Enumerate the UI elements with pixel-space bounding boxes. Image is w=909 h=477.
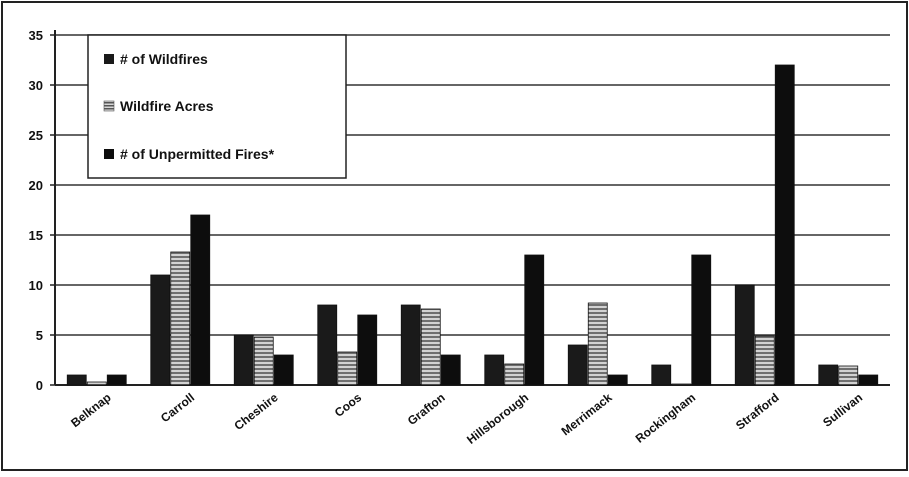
legend-box: [87, 34, 347, 179]
wildfires-bar: [400, 304, 421, 386]
wildfires-bar: [317, 304, 338, 386]
legend: # of Wildfires Wildfire Acres # of Unper…: [87, 34, 347, 179]
y-tick-label: 15: [29, 228, 43, 243]
unpermitted-bar: [691, 254, 712, 386]
y-tick-label: 20: [29, 178, 43, 193]
unpermitted-bar: [357, 314, 378, 386]
unpermitted-bar: [858, 374, 879, 386]
wildfires-bar: [734, 284, 755, 386]
wildfires-bar: [651, 364, 672, 386]
y-tick-label: 5: [36, 328, 43, 343]
unpermitted-bar: [440, 354, 461, 386]
legend-swatch-wildfires: [104, 54, 114, 64]
unpermitted-bar: [273, 354, 294, 386]
legend-label-unpermitted: # of Unpermitted Fires*: [120, 146, 275, 162]
unpermitted-bar: [524, 254, 545, 386]
unpermitted-bar: [106, 374, 127, 386]
acres-bar: [838, 365, 859, 386]
y-tick-label: 25: [29, 128, 43, 143]
acres-bar: [253, 336, 274, 386]
y-tick-label: 10: [29, 278, 43, 293]
acres-bar: [337, 351, 358, 386]
acres-bar: [671, 383, 692, 386]
wildfires-bar: [567, 344, 588, 386]
legend-swatch-unpermitted: [104, 149, 114, 159]
y-tick-label: 30: [29, 78, 43, 93]
unpermitted-bar: [607, 374, 628, 386]
acres-bar: [587, 302, 608, 386]
y-tick-label: 0: [36, 378, 43, 393]
wildfires-bar: [818, 364, 839, 386]
acres-bar: [420, 308, 441, 386]
acres-bar: [170, 251, 191, 386]
wildfires-bar: [66, 374, 87, 386]
unpermitted-bar: [190, 214, 211, 386]
legend-label-acres: Wildfire Acres: [120, 98, 214, 114]
wildfires-bar: [150, 274, 171, 386]
legend-swatch-acres: [103, 100, 115, 112]
acres-bar: [504, 363, 525, 386]
acres-bar: [86, 381, 107, 386]
wildfires-bar: [233, 334, 254, 386]
acres-bar: [754, 335, 775, 386]
unpermitted-bar: [774, 64, 795, 386]
legend-label-wildfires: # of Wildfires: [120, 51, 208, 67]
y-tick-label: 35: [29, 28, 43, 43]
wildfires-bar: [484, 354, 505, 386]
